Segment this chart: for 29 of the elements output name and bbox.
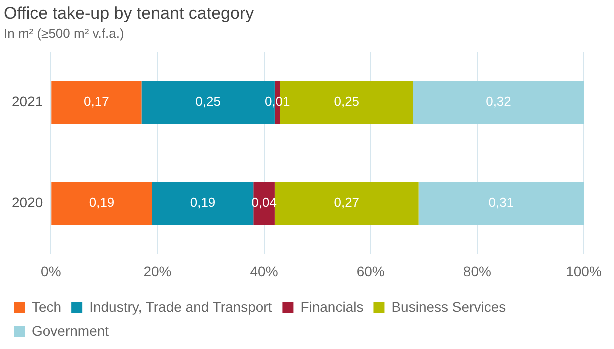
x-tick-label: 100%: [566, 263, 602, 280]
data-label: 0,31: [488, 195, 514, 210]
data-label: 0,17: [84, 94, 110, 110]
legend-label: Industry, Trade and Transport: [90, 298, 272, 315]
data-label: 0,32: [486, 94, 512, 110]
x-tick-label: 80%: [463, 263, 492, 280]
x-tick-label: 0%: [41, 263, 62, 280]
chart-subtitle: In m² (≥500 m² v.f.a.): [4, 26, 124, 41]
y-tick-label: 2021: [12, 93, 44, 110]
bar: [413, 81, 584, 124]
x-tick-label: 20%: [144, 263, 172, 280]
data-label: 0,01: [264, 94, 290, 110]
y-tick-label: 2020: [12, 194, 44, 211]
legend-label: Government: [32, 322, 110, 339]
data-label: 0,25: [334, 94, 360, 110]
legend-label: Tech: [32, 298, 62, 315]
data-label: 0,27: [334, 195, 360, 210]
bar: [52, 182, 152, 226]
data-label: 0,19: [89, 195, 115, 210]
chart-title: Office take-up by tenant category: [4, 4, 255, 23]
bar: [418, 182, 584, 226]
bar: [52, 81, 142, 124]
legend-label: Financials: [300, 298, 364, 315]
bar: [152, 182, 254, 226]
legend-label: Business Services: [392, 298, 506, 315]
data-label: 0,25: [196, 94, 221, 110]
x-tick-label: 60%: [356, 263, 385, 280]
data-label: 0,19: [190, 195, 216, 210]
x-tick-label: 40%: [250, 263, 278, 280]
